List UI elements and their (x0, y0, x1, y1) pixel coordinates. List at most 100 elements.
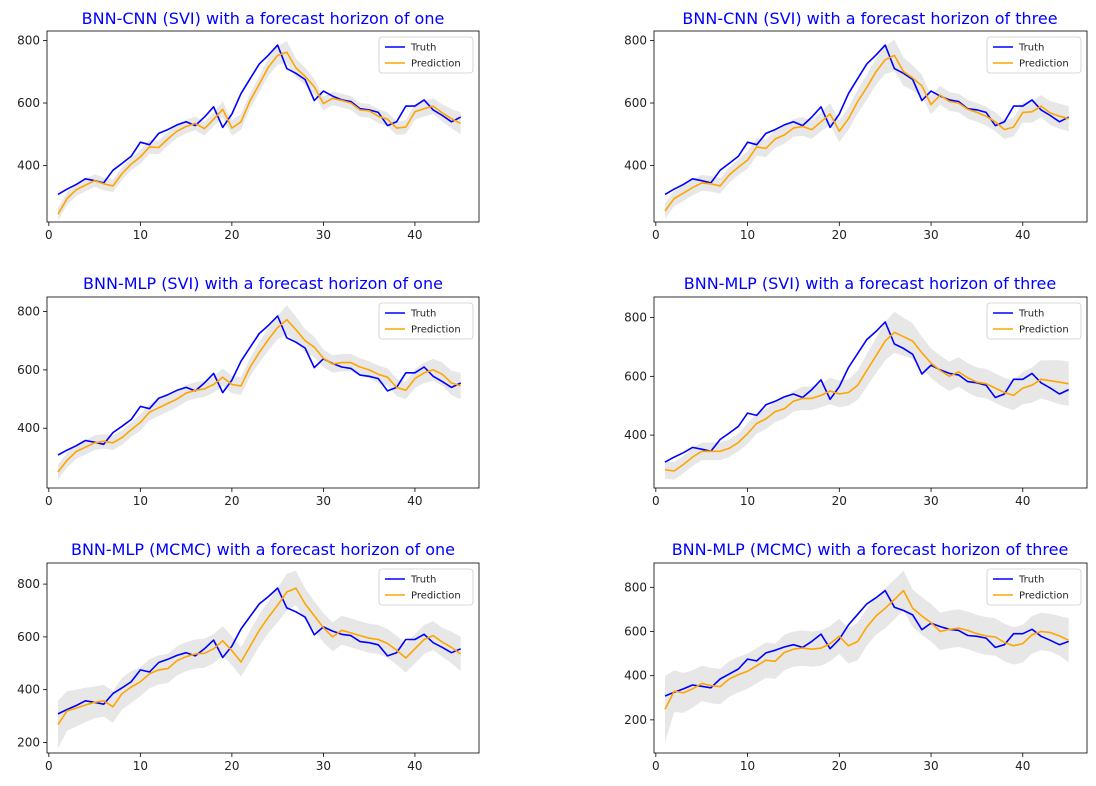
y-tick-label: 400 (17, 683, 40, 697)
legend-truth-label: Truth (410, 309, 436, 320)
prediction-line (664, 331, 1069, 472)
uncertainty-band (58, 41, 461, 221)
panel-title: BNN-MLP (SVI) with a forecast horizon of… (83, 274, 443, 293)
y-tick-label: 800 (624, 33, 647, 47)
x-tick-label: 30 (316, 494, 331, 508)
panel-2: BNN-CNN (SVI) with a forecast horizon of… (624, 9, 1088, 242)
legend-truth-label: Truth (1018, 309, 1044, 320)
y-tick-label: 600 (17, 363, 40, 377)
prediction-line (57, 318, 461, 473)
panel-3: BNN-MLP (SVI) with a forecast horizon of… (17, 274, 480, 508)
axes-frame (653, 296, 1088, 489)
legend-box (986, 36, 1082, 74)
x-tick-label: 20 (224, 759, 239, 773)
y-tick-label: 600 (624, 96, 647, 110)
legend-box (986, 568, 1082, 606)
prediction-line (57, 51, 462, 215)
prediction-line (664, 589, 1070, 710)
y-tick-label: 600 (624, 624, 647, 638)
legend-truth-label: Truth (1018, 575, 1044, 586)
x-tick-label: 0 (652, 494, 660, 508)
x-tick-label: 10 (740, 228, 755, 242)
legend: Truth Prediction (378, 568, 474, 606)
x-tick-label: 30 (923, 228, 938, 242)
x-tick-label: 30 (923, 494, 938, 508)
y-tick-label: 600 (17, 96, 40, 110)
uncertainty-band (665, 570, 1069, 743)
x-tick-label: 10 (133, 494, 148, 508)
x-tick-label: 0 (45, 494, 53, 508)
x-tick-label: 40 (407, 759, 422, 773)
y-tick-label: 200 (624, 713, 647, 727)
y-tick-label: 400 (624, 669, 647, 683)
uncertainty-band (665, 39, 1069, 219)
legend-box (378, 568, 474, 606)
truth-line (57, 315, 462, 456)
prediction-line (664, 54, 1069, 212)
x-tick-label: 0 (45, 759, 53, 773)
truth-line (664, 589, 1069, 697)
axes-frame (46, 30, 480, 223)
y-tick-label: 400 (624, 159, 647, 173)
axes-frame (46, 562, 480, 754)
legend-truth-label: Truth (410, 43, 436, 54)
x-tick-label: 20 (224, 228, 239, 242)
truth-line (664, 321, 1070, 463)
y-tick-label: 400 (624, 428, 647, 442)
panel-5: BNN-MLP (MCMC) with a forecast horizon o… (17, 540, 480, 773)
legend-box (986, 302, 1082, 340)
y-tick-label: 800 (624, 580, 647, 594)
legend-prediction-label: Prediction (1019, 591, 1069, 602)
legend-prediction-label: Prediction (411, 591, 461, 602)
legend-prediction-label: Prediction (411, 325, 461, 336)
legend: Truth Prediction (378, 36, 474, 74)
panel-title: BNN-CNN (SVI) with a forecast horizon of… (682, 9, 1057, 28)
legend: Truth Prediction (986, 568, 1082, 606)
legend-prediction-label: Prediction (1019, 325, 1069, 336)
truth-line (57, 44, 462, 196)
truth-line (57, 587, 462, 715)
x-tick-label: 40 (407, 494, 422, 508)
legend-prediction-label: Prediction (1019, 59, 1069, 70)
panel-title: BNN-MLP (MCMC) with a forecast horizon o… (71, 540, 455, 559)
x-tick-label: 0 (652, 228, 660, 242)
x-tick-label: 20 (224, 494, 239, 508)
x-tick-label: 40 (1015, 759, 1030, 773)
legend-truth-label: Truth (410, 575, 436, 586)
x-tick-label: 30 (923, 759, 938, 773)
legend-box (378, 36, 474, 74)
x-tick-label: 10 (740, 759, 755, 773)
legend: Truth Prediction (986, 302, 1082, 340)
y-tick-label: 800 (17, 33, 40, 47)
axes-frame (653, 30, 1088, 223)
legend-prediction-label: Prediction (411, 59, 461, 70)
legend: Truth Prediction (378, 302, 474, 340)
panel-title: BNN-MLP (SVI) with a forecast horizon of… (684, 274, 1056, 293)
prediction-line (57, 587, 462, 725)
panel-title: BNN-CNN (SVI) with a forecast horizon of… (82, 9, 445, 28)
panel-4: BNN-MLP (SVI) with a forecast horizon of… (624, 274, 1088, 508)
x-tick-label: 40 (1015, 494, 1030, 508)
y-tick-label: 800 (17, 577, 40, 591)
panel-1: BNN-CNN (SVI) with a forecast horizon of… (17, 9, 480, 242)
legend: Truth Prediction (986, 36, 1082, 74)
x-tick-label: 40 (1015, 228, 1030, 242)
panel-6: BNN-MLP (MCMC) with a forecast horizon o… (624, 540, 1088, 773)
y-tick-label: 400 (17, 159, 40, 173)
y-tick-label: 200 (17, 735, 40, 749)
x-tick-label: 20 (832, 494, 847, 508)
legend-truth-label: Truth (1018, 43, 1044, 54)
x-tick-label: 40 (407, 228, 422, 242)
legend-box (378, 302, 474, 340)
x-tick-label: 30 (316, 759, 331, 773)
y-tick-label: 600 (17, 630, 40, 644)
x-tick-label: 30 (316, 228, 331, 242)
y-tick-label: 600 (624, 369, 647, 383)
x-tick-label: 10 (740, 494, 755, 508)
uncertainty-band (665, 311, 1069, 480)
axes-frame (46, 296, 480, 489)
x-tick-label: 0 (45, 228, 53, 242)
x-tick-label: 0 (652, 759, 660, 773)
y-tick-label: 400 (17, 421, 40, 435)
